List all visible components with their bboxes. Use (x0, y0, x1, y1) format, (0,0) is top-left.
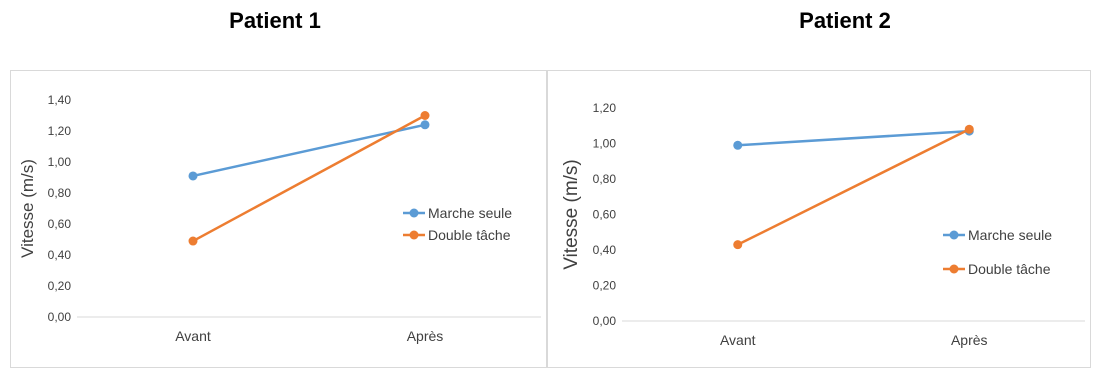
series-line-double-t-che (192, 114, 426, 243)
data-point (420, 111, 430, 120)
chart-title-patient-1: Patient 1 (229, 8, 321, 33)
legend-label: Double tâche (968, 261, 1051, 277)
x-category-label: Après (407, 328, 444, 344)
chart-panel-patient-2: Vitesse (m/s) 0,00 0,20 0,40 0,60 0,80 1,00 1,2… (547, 70, 1091, 368)
series-line-marche-seule (737, 129, 970, 147)
y-tick-label: 0,40 (48, 248, 72, 262)
data-point (733, 140, 743, 150)
chart-panel-patient-1: Vitesse (m/s) 0,00 0,20 0,40 0,60 0,80 1,00 1,2… (10, 70, 547, 368)
series-line-marche-seule (192, 123, 426, 178)
line-chart-patient-2: Vitesse (m/s) 0,00 0,20 0,40 0,60 0,80 1,00 1,2… (561, 101, 1085, 348)
legend-label: Marche seule (968, 227, 1052, 243)
data-point (420, 120, 430, 130)
x-category-label: Avant (175, 328, 211, 344)
y-tick-label: 0,40 (593, 243, 617, 257)
legend-label: Double tâche (428, 227, 511, 243)
y-axis-title: Vitesse (m/s) (18, 159, 37, 258)
legend-swatch-marker (409, 208, 419, 218)
y-tick-label: 0,60 (593, 208, 617, 222)
legend-label: Marche seule (428, 205, 512, 221)
legend-swatch-marker (949, 230, 959, 240)
data-point (964, 124, 974, 134)
legend-swatch-marker (949, 264, 959, 274)
y-tick-label: 0,00 (593, 314, 617, 328)
data-point (188, 171, 198, 181)
y-tick-label: 0,20 (593, 279, 617, 293)
y-tick-label: 0,60 (48, 217, 72, 231)
data-point (733, 240, 743, 250)
y-tick-label: 0,00 (48, 310, 72, 324)
line-chart-patient-1: Vitesse (m/s) 0,00 0,20 0,40 0,60 0,80 1,00 1,2… (18, 93, 541, 344)
y-axis-title: Vitesse (m/s) (561, 159, 582, 270)
y-tick-label: 1,00 (48, 155, 72, 169)
x-category-label: Avant (720, 332, 756, 348)
y-tick-label: 1,20 (48, 124, 72, 138)
y-tick-label: 0,80 (48, 186, 72, 200)
y-tick-label: 1,20 (593, 101, 617, 115)
y-tick-label: 1,00 (593, 137, 617, 151)
chart-title-patient-2: Patient 2 (799, 8, 891, 33)
series-line-double-t-che (737, 128, 970, 246)
x-category-label: Après (951, 332, 988, 348)
y-tick-label: 1,40 (48, 93, 72, 107)
data-point (188, 236, 198, 246)
y-tick-label: 0,20 (48, 279, 72, 293)
legend-swatch-marker (409, 230, 419, 240)
y-tick-label: 0,80 (593, 172, 617, 186)
